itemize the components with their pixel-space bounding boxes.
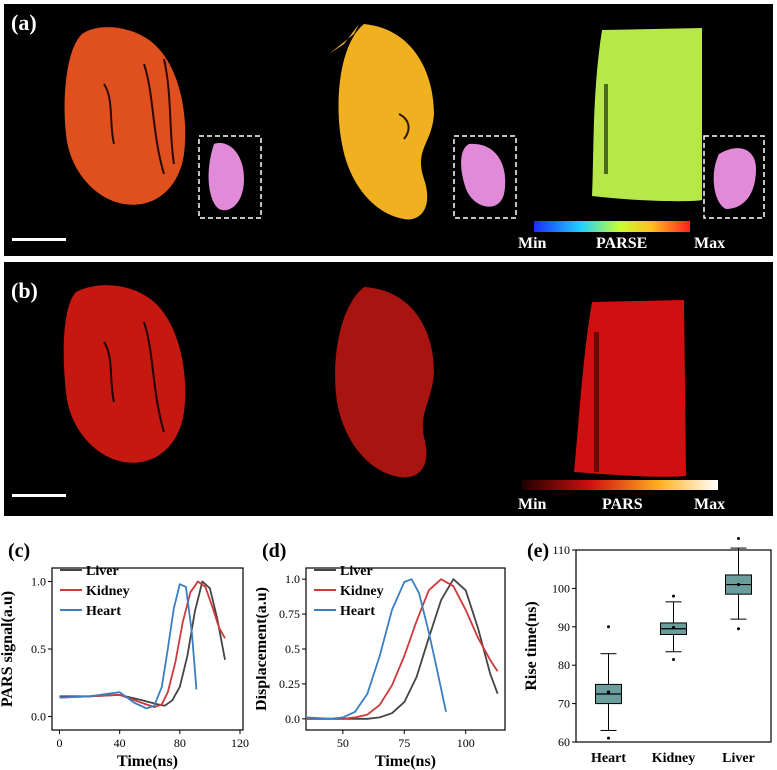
y-axis-label: Rise time(ns)	[523, 601, 540, 690]
y-axis-label: Displacement(a.u)	[256, 587, 270, 711]
x-tick-label: 40	[114, 736, 126, 750]
x-tick-label: 80	[174, 736, 186, 750]
panel-e-label: (e)	[527, 540, 550, 562]
series-line-kidney	[59, 580, 226, 708]
y-tick-label: 0.5	[31, 642, 46, 656]
colorbar-max-label: Max	[694, 235, 726, 252]
series-line-liver	[59, 580, 226, 707]
x-tick-label: 100	[457, 736, 475, 750]
box-mean	[736, 582, 741, 587]
box-outlier	[672, 657, 675, 661]
legend-label-kidney: Kidney	[340, 584, 384, 599]
legend-label-kidney: Kidney	[86, 584, 130, 599]
y-tick-label: 0.75	[279, 607, 300, 621]
series-line-heart	[59, 583, 198, 710]
plot-frame	[575, 549, 772, 743]
box-outlier	[737, 627, 740, 631]
y-axis-label: PARS signal(a.u)	[0, 591, 16, 707]
pars-signal-chart: 0 40 80 120 0.0 0.5 1.0 Liver Kidney Heart Time(ns…	[0, 564, 249, 770]
x-category-label: Kidney	[652, 751, 696, 766]
y-tick-label: 110	[552, 543, 570, 557]
x-category-label: Liver	[722, 751, 755, 766]
legend-label-heart: Heart	[340, 604, 375, 619]
box-outlier	[737, 536, 740, 540]
colorbar-title: PARSE	[596, 235, 648, 252]
y-tick-label: 90	[558, 620, 570, 634]
y-tick-label: 80	[558, 658, 570, 672]
x-axis-label: Time(ns)	[117, 753, 178, 770]
box-mean	[606, 690, 611, 694]
plot-frame	[305, 567, 506, 731]
x-tick-label: 0	[57, 736, 63, 750]
liver-tissue-parse	[592, 28, 702, 202]
panel-c-label: (c)	[8, 540, 31, 562]
y-tick-label: 1.0	[285, 572, 300, 586]
y-tick-label: 70	[558, 697, 570, 711]
panel-b-label: (b)	[11, 278, 38, 303]
displacement-chart: 50 75 100 0.0 0.25 0.5 0.75 1.0 Liver Kidney Heart…	[256, 564, 506, 770]
heart-tissue-pars	[63, 285, 186, 463]
kidney-tissue-parse	[338, 24, 434, 220]
colorbar-max-label: Max	[694, 496, 726, 513]
box-outlier	[672, 594, 675, 598]
y-tick-label: 0.5	[285, 642, 300, 656]
y-tick-label: 60	[558, 735, 570, 749]
kidney-tissue-pars	[335, 287, 434, 478]
box-mean	[671, 625, 676, 630]
legend-label-liver: Liver	[340, 564, 373, 579]
colorbar-title: PARS	[602, 496, 643, 513]
parse-tissue-images	[12, 24, 765, 241]
x-tick-label: 50	[337, 736, 349, 750]
y-tick-label: 1.0	[31, 575, 46, 589]
box-outlier	[607, 625, 610, 629]
box-outlier	[607, 736, 610, 740]
y-tick-label: 0.25	[279, 677, 300, 691]
colorbar-min-label: Min	[518, 496, 547, 513]
liver-tissue-pars	[574, 300, 686, 477]
parse-image-panel: (a) Min PARSE Max	[4, 4, 773, 256]
legend-label-liver: Liver	[86, 564, 119, 579]
series-line-liver	[306, 578, 499, 720]
y-tick-label: 0.0	[285, 712, 300, 726]
x-tick-label: 75	[398, 736, 410, 750]
legend-label-heart: Heart	[86, 604, 121, 619]
y-tick-label: 100	[552, 581, 570, 595]
pars-tissue-images	[12, 285, 718, 497]
pars-image-panel: (b) Min PARS Max	[4, 262, 773, 516]
series-line-kidney	[306, 578, 499, 720]
series-line-heart	[305, 578, 447, 720]
x-tick-label: 120	[231, 736, 249, 750]
x-category-label: Heart	[591, 751, 626, 766]
rise-time-boxplot: 60 70 80 90 100 110 Heart Kidney Liver Rise time(…	[523, 536, 772, 766]
colorbar-min-label: Min	[518, 235, 547, 252]
x-axis-label: Time(ns)	[375, 753, 436, 770]
panel-d-label: (d)	[262, 540, 287, 562]
heart-tissue-parse	[64, 27, 186, 205]
y-tick-label: 0.0	[31, 710, 46, 724]
panel-a-label: (a)	[11, 10, 37, 35]
